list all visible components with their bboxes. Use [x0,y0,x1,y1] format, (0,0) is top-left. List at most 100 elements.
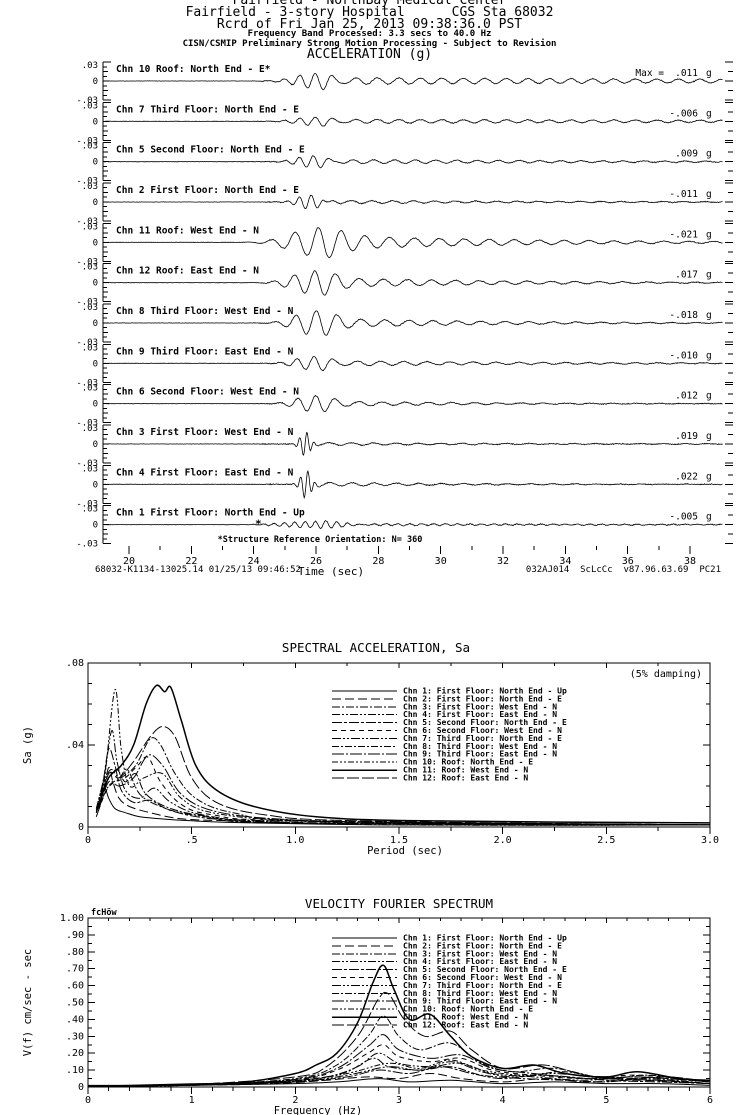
acceleration-title: ACCELERATION (g) [306,47,433,62]
ytick-label: .03 [82,384,98,394]
channel-label: Chn 7 Third Floor: North End - E [116,104,299,115]
waveform-chn7 [104,116,723,127]
ytick-label: .20 [66,1048,84,1059]
legend-label: Chn 9: Third Floor: East End - N [403,996,557,1006]
series-chn8 [97,737,710,826]
ytick-label: .40 [66,1014,84,1025]
ytick-label: -.03 [76,499,98,509]
channel-label: Chn 11 Roof: West End - N [116,225,259,236]
legend-label: Chn 4: First Floor: East End - N [403,709,557,719]
channel-label: Chn 9 Third Floor: East End - N [116,346,294,357]
max-value: .017 [675,270,698,281]
vf-plot: 0 .10 .20 .30 .40 .50 .60 .70 .80 .90 1.00 0 1 2 3 4 5 6 F… [22,908,713,1115]
ytick-label: 0 [93,319,98,329]
accel-channel-strip-chn2: .03 0 -.03 Chn 2 First Floor: North End - E… [76,182,733,227]
legend-item-chn9: Chn 9: Third Floor: East End - N [332,996,557,1006]
series-chn9 [97,754,710,826]
xtick-label: 2 [292,1095,298,1106]
ytick-label: -.03 [76,378,98,388]
max-unit: g [706,471,712,482]
legend-item-chn3: Chn 3: First Floor: West End - N [332,948,557,958]
legend-label: Chn 7: Third Floor: North End - E [403,733,562,743]
ytick-label: .30 [66,1031,84,1042]
legend-item-chn6: Chn 6: Second Floor: West End - N [332,973,562,982]
ytick-label: .03 [82,464,98,474]
ytick-label: 0 [93,359,98,369]
waveform-chn6 [104,394,723,413]
legend-label: Chn 3: First Floor: West End - N [403,701,557,711]
legend-label: Chn 12: Roof: East End - N [403,1020,528,1029]
channel-label: Chn 3 First Floor: West End - N [116,427,294,438]
series-chn10 [88,1059,710,1087]
accel-channel-strip-chn4: .03 0 -.03 Chn 4 First Floor: East End - N.… [76,464,733,509]
max-unit: g [706,108,712,119]
ytick-label: .03 [82,505,98,515]
ytick-label: .03 [82,424,98,434]
accel-x-axis: 20 22 24 26 28 30 32 34 36 38 Time (sec) *Structure… [123,534,696,578]
legend-item-chn8: Chn 8: Third Floor: West End - N [332,988,557,998]
max-value: -.018 [669,310,698,321]
ytick-label: 0 [93,238,98,248]
max-value: -.021 [669,229,698,240]
xtick-label: 5 [603,1095,609,1106]
max-unit: g [706,431,712,442]
accel-channel-strip-chn7: .03 0 -.03 Chn 7 Third Floor: North End - E… [76,101,733,146]
accel-channel-strip-chn9: .03 0 -.03 Chn 9 Third Floor: East End - N -… [76,343,733,388]
series-chn6 [88,1044,710,1087]
series-chn8 [88,1015,710,1087]
ytick-label: 0 [93,279,98,289]
ytick-label: .50 [66,998,84,1009]
channel-label: Chn 5 Second Floor: North End - E [116,145,305,156]
legend-item-chn4: Chn 4: First Floor: East End - N [332,956,557,966]
acceleration-plot: .03 0 -.03 Chn 10 Roof: North End - E* Max =… [76,61,733,578]
waveform-chn8 [104,310,723,336]
ytick-label: .80 [66,947,84,958]
series-chn9 [88,1034,710,1087]
xtick-label: 30 [435,556,447,567]
legend-label: Chn 2: First Floor: North End - E [403,693,562,703]
xtick-label: 2.0 [494,835,512,846]
accel-channel-strip-chn3: .03 0 -.03 Chn 3 First Floor: West End - N.… [76,424,733,469]
legend-item-chn3: Chn 3: First Floor: West End - N [332,701,557,711]
legend-item-chn9: Chn 9: Third Floor: East End - N [332,749,557,759]
max-unit: g [706,391,712,402]
legend-label: Chn 3: First Floor: West End - N [403,948,557,958]
x-axis-title: Period (sec) [367,845,443,857]
channel-label: Chn 12 Roof: East End - N [116,266,259,277]
ytick-label: -.03 [76,419,98,429]
ytick-label: 0 [93,521,98,531]
ytick-label: .03 [82,182,98,192]
legend-label: Chn 10: Roof: North End - E [403,758,533,767]
footnote: *Structure Reference Orientation: N= 360 [218,534,423,545]
ytick-label: .03 [82,101,98,111]
legend-item-chn10: Chn 10: Roof: North End - E [332,758,533,767]
xtick-label: 0 [85,1095,91,1106]
ytick-label: -.03 [76,96,98,106]
waveform-chn5 [104,155,723,169]
ytick-label: 0 [93,198,98,208]
legend-item-chn5: Chn 5: Second Floor: North End - E [332,965,567,974]
channel-label: Chn 2 First Floor: North End - E [116,185,299,196]
acceleration-footer-right: 032AJ014 ScLcCc v87.96.63.69 PC21 [525,565,721,575]
legend-label: Chn 1: First Floor: North End - Up [403,686,567,696]
legend-item-chn7: Chn 7: Third Floor: North End - E [332,980,562,990]
series-chn7 [95,730,710,826]
legend-label: Chn 7: Third Floor: North End - E [403,980,562,990]
max-value: -.010 [669,350,698,361]
legend-label: Chn 9: Third Floor: East End - N [403,749,557,759]
ytick-label: .03 [82,343,98,353]
ytick-label: -.03 [76,540,98,550]
xtick-label: 1.0 [286,835,304,846]
xtick-label: 32 [497,556,509,567]
x-axis-title: Time (sec) [298,565,364,578]
accel-channel-strip-chn11: .03 0 -.03 Chn 11 Roof: West End - N -.021 g [76,222,733,267]
waveform-chn3 [104,431,723,456]
legend-item-chn5: Chn 5: Second Floor: North End - E [332,718,567,727]
ytick-label: 0 [93,158,98,168]
ytick-label: .04 [66,740,84,751]
y-axis-title: V(f) cm/sec - sec [22,949,34,1056]
accel-channel-strip-chn5: .03 0 -.03 Chn 5 Second Floor: North End - … [76,142,733,187]
series-chn1 [95,787,710,826]
sa-plot: 0 .04 .08 0 .5 1.0 1.5 2.0 2.5 3.0 Period (sec) Sa … [22,658,719,857]
